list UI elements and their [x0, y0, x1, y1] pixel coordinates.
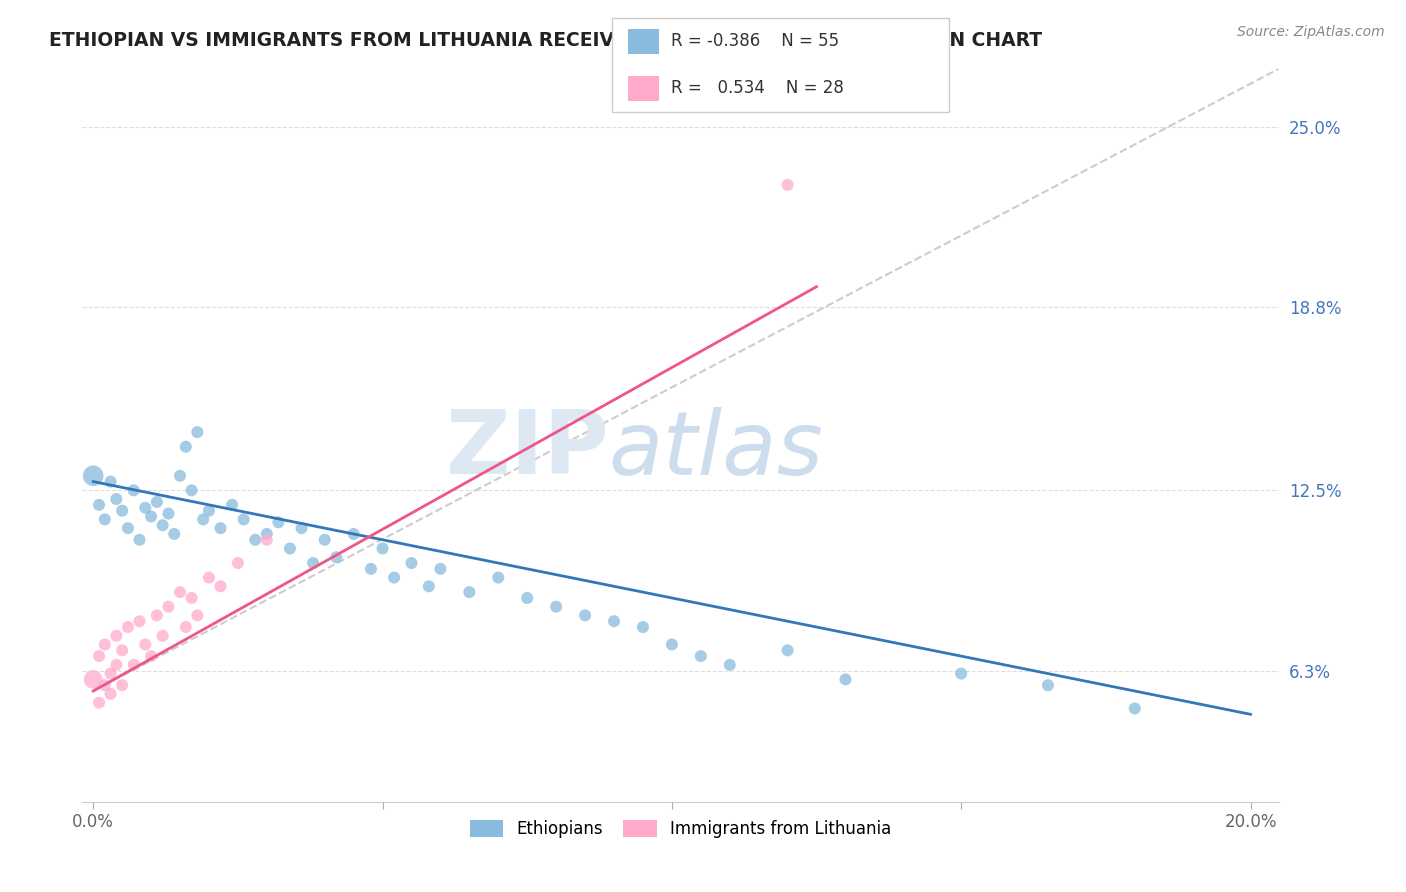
Point — [360, 562, 382, 576]
Point — [458, 585, 481, 599]
Point — [169, 585, 191, 599]
Point — [776, 178, 799, 192]
Point — [82, 468, 104, 483]
Point — [82, 673, 104, 687]
Point — [117, 620, 139, 634]
Text: ZIP: ZIP — [446, 406, 609, 493]
Point — [174, 620, 197, 634]
Point — [100, 666, 122, 681]
Point — [134, 638, 156, 652]
Point — [325, 550, 347, 565]
Point — [180, 483, 202, 498]
Point — [221, 498, 243, 512]
Point — [180, 591, 202, 605]
Point — [152, 629, 174, 643]
Point — [209, 579, 232, 593]
Point — [198, 504, 221, 518]
Point — [574, 608, 596, 623]
Point — [157, 507, 180, 521]
Point — [343, 527, 366, 541]
Point — [146, 608, 169, 623]
Point — [122, 657, 145, 672]
Legend: Ethiopians, Immigrants from Lithuania: Ethiopians, Immigrants from Lithuania — [463, 813, 898, 845]
Point — [128, 533, 150, 547]
Point — [245, 533, 267, 547]
Point — [278, 541, 301, 556]
Point — [516, 591, 538, 605]
Point — [100, 687, 122, 701]
Point — [128, 614, 150, 628]
Text: atlas: atlas — [609, 407, 824, 492]
Point — [371, 541, 394, 556]
Point — [100, 475, 122, 489]
Point — [209, 521, 232, 535]
Point — [163, 527, 186, 541]
Point — [111, 504, 134, 518]
Text: Source: ZipAtlas.com: Source: ZipAtlas.com — [1237, 25, 1385, 39]
Point — [94, 678, 117, 692]
Point — [486, 571, 509, 585]
Point — [174, 440, 197, 454]
Point — [232, 512, 254, 526]
Point — [950, 666, 973, 681]
Point — [1123, 701, 1146, 715]
Point — [169, 468, 191, 483]
Point — [401, 556, 423, 570]
Point — [87, 498, 110, 512]
Point — [718, 657, 741, 672]
Point — [186, 425, 208, 439]
Point — [256, 527, 278, 541]
Point — [290, 521, 312, 535]
Point — [302, 556, 325, 570]
Point — [146, 495, 169, 509]
Point — [198, 571, 221, 585]
Point — [94, 512, 117, 526]
Point — [105, 491, 128, 506]
Point — [117, 521, 139, 535]
Point — [418, 579, 440, 593]
Point — [256, 533, 278, 547]
Point — [105, 657, 128, 672]
Point — [429, 562, 451, 576]
Point — [382, 571, 405, 585]
Point — [152, 518, 174, 533]
Point — [267, 516, 290, 530]
Point — [1036, 678, 1059, 692]
Point — [87, 649, 110, 664]
Point — [603, 614, 626, 628]
Point — [689, 649, 711, 664]
Text: R =   0.534    N = 28: R = 0.534 N = 28 — [671, 79, 844, 97]
Point — [111, 678, 134, 692]
Point — [105, 629, 128, 643]
Point — [122, 483, 145, 498]
Point — [94, 638, 117, 652]
Point — [191, 512, 214, 526]
Point — [226, 556, 249, 570]
Point — [314, 533, 336, 547]
Point — [134, 500, 156, 515]
Text: R = -0.386    N = 55: R = -0.386 N = 55 — [671, 32, 839, 50]
Point — [139, 509, 162, 524]
Point — [186, 608, 208, 623]
Point — [631, 620, 654, 634]
Point — [111, 643, 134, 657]
Point — [139, 649, 162, 664]
Point — [834, 673, 856, 687]
Point — [776, 643, 799, 657]
Point — [661, 638, 683, 652]
Point — [87, 696, 110, 710]
Point — [157, 599, 180, 614]
Text: ETHIOPIAN VS IMMIGRANTS FROM LITHUANIA RECEIVING FOOD STAMPS CORRELATION CHART: ETHIOPIAN VS IMMIGRANTS FROM LITHUANIA R… — [49, 31, 1042, 50]
Point — [546, 599, 568, 614]
